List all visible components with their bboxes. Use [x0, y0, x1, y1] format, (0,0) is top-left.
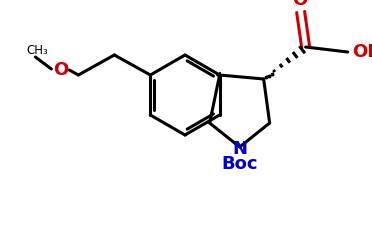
Text: O: O	[53, 61, 68, 79]
Text: CH₃: CH₃	[26, 45, 48, 58]
Polygon shape	[217, 75, 222, 77]
Text: N: N	[232, 140, 247, 158]
Text: O: O	[292, 0, 307, 9]
Polygon shape	[217, 72, 220, 76]
Text: Boc: Boc	[221, 155, 258, 173]
Text: OH: OH	[353, 43, 372, 61]
